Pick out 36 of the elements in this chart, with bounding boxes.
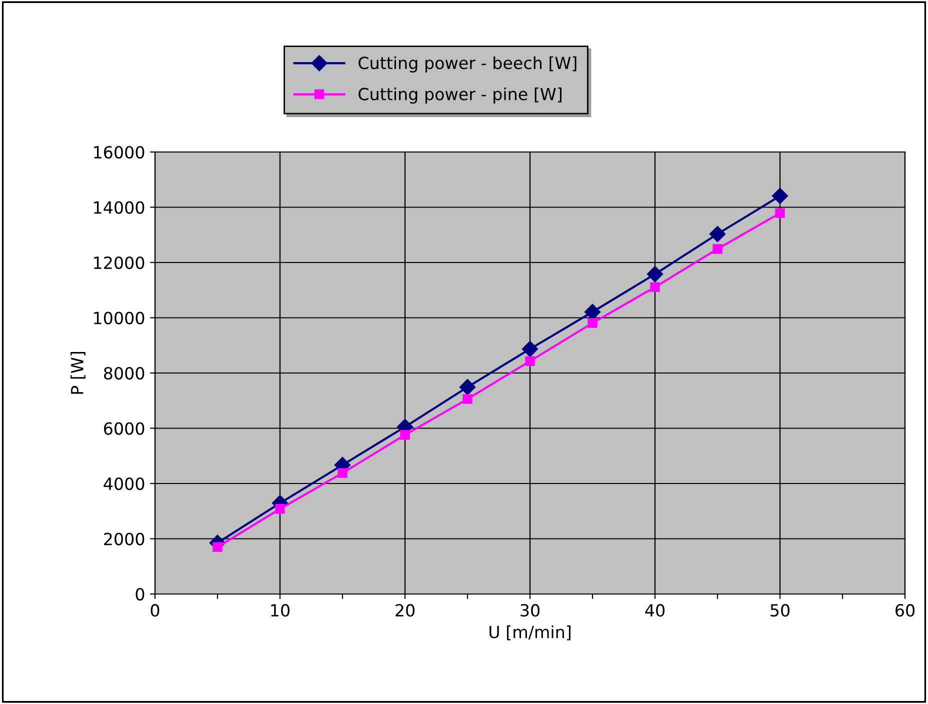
point: [650, 282, 660, 292]
x-tick-label: 10: [271, 604, 290, 617]
legend-label: Cutting power - pine [W]: [358, 87, 562, 104]
x-tick-label: 50: [770, 604, 790, 617]
y-axis-title: P [W]: [70, 352, 86, 394]
y-tick-label: 10000: [94, 312, 144, 324]
point: [646, 266, 664, 282]
point: [584, 304, 601, 320]
point: [400, 430, 410, 440]
legend-label: Cutting power - beech [W]: [358, 56, 576, 72]
y-tick-label: 8000: [104, 366, 144, 380]
x-axis-title: U [m/min]: [490, 625, 570, 640]
point: [712, 244, 722, 254]
x-tick-label: 60: [896, 604, 914, 617]
y-tick-label: 4000: [104, 477, 144, 490]
point: [459, 379, 476, 396]
x-tick-label: 20: [396, 604, 414, 617]
point: [275, 504, 285, 514]
x-tick-label: 40: [645, 604, 664, 617]
point: [588, 318, 598, 328]
y-tick-label: 0: [136, 588, 144, 601]
point: [522, 340, 538, 358]
x-tick-label: 0: [150, 604, 160, 617]
point: [212, 542, 222, 552]
point: [338, 468, 348, 478]
y-tick-label: 14000: [94, 201, 144, 214]
point: [525, 356, 535, 366]
y-tick-label: 12000: [94, 256, 144, 270]
point: [775, 208, 785, 218]
point: [772, 188, 788, 204]
y-tick-label: 2000: [104, 532, 144, 546]
y-tick-label: 16000: [94, 146, 144, 159]
y-tick-label: 6000: [104, 422, 144, 435]
x-tick-label: 30: [520, 604, 540, 617]
point: [709, 226, 726, 242]
point: [462, 394, 472, 404]
